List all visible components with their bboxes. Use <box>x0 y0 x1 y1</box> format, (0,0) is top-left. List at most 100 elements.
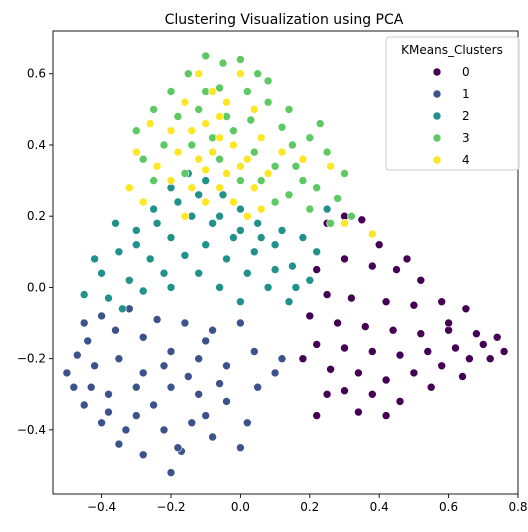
x-tick-label: 0.0 <box>231 500 250 514</box>
data-point-cluster-0 <box>340 386 349 396</box>
data-point-cluster-3 <box>284 105 294 114</box>
x-tick-label: 0.8 <box>508 500 527 514</box>
data-point-cluster-4 <box>215 112 224 121</box>
data-point-cluster-4 <box>229 140 238 150</box>
data-point-cluster-2 <box>312 247 322 257</box>
data-point-cluster-3 <box>312 183 322 192</box>
data-point-cluster-2 <box>201 240 210 249</box>
data-point-cluster-0 <box>451 343 460 353</box>
data-point-cluster-1 <box>159 361 169 371</box>
data-point-cluster-2 <box>305 275 315 285</box>
y-tick-label: 0.6 <box>27 67 46 81</box>
data-point-cluster-1 <box>111 325 120 335</box>
data-point-cluster-3 <box>173 112 183 121</box>
data-point-cluster-4 <box>256 133 266 143</box>
data-point-cluster-4 <box>138 197 148 207</box>
data-point-cluster-2 <box>118 304 127 314</box>
data-point-cluster-0 <box>478 340 488 349</box>
chart-title: Clustering Visualization using PCA <box>165 12 404 28</box>
data-point-cluster-3 <box>184 69 193 78</box>
data-point-cluster-1 <box>114 354 124 364</box>
data-point-cluster-4 <box>201 165 210 175</box>
data-point-cluster-3 <box>347 211 356 221</box>
data-point-cluster-3 <box>218 58 228 68</box>
data-point-cluster-4 <box>236 162 245 171</box>
data-point-cluster-2 <box>132 226 141 235</box>
legend-marker-2 <box>432 111 442 121</box>
x-tick-label: 0.4 <box>370 500 389 514</box>
data-point-cluster-0 <box>305 311 315 321</box>
data-point-cluster-2 <box>194 268 203 278</box>
data-point-cluster-3 <box>270 197 280 207</box>
data-point-cluster-4 <box>145 119 155 128</box>
data-point-cluster-4 <box>277 147 287 157</box>
data-point-cluster-2 <box>149 204 158 214</box>
data-point-cluster-1 <box>104 389 113 399</box>
data-point-cluster-0 <box>392 265 401 274</box>
data-point-cluster-4 <box>215 183 224 192</box>
data-point-cluster-3 <box>291 162 301 171</box>
data-point-cluster-1 <box>222 397 231 406</box>
data-point-cluster-2 <box>79 290 89 299</box>
data-point-cluster-1 <box>138 332 148 342</box>
data-point-cluster-1 <box>79 400 89 410</box>
data-point-cluster-1 <box>86 382 96 392</box>
data-point-cluster-3 <box>201 51 210 61</box>
data-point-cluster-4 <box>152 162 162 171</box>
y-tick-label: 0.0 <box>27 280 46 294</box>
data-point-cluster-0 <box>367 389 377 399</box>
data-point-cluster-1 <box>69 382 79 392</box>
data-point-cluster-3 <box>270 162 280 171</box>
data-point-cluster-4 <box>236 69 245 78</box>
data-point-cluster-3 <box>284 190 294 200</box>
data-point-cluster-0 <box>367 261 377 271</box>
data-point-cluster-2 <box>201 176 210 185</box>
data-point-cluster-2 <box>215 283 224 292</box>
data-point-cluster-2 <box>277 226 287 235</box>
x-tick-label: 0.6 <box>439 500 458 514</box>
data-point-cluster-1 <box>149 400 158 410</box>
data-point-cluster-3 <box>149 105 158 114</box>
data-point-cluster-1 <box>208 325 217 335</box>
data-point-cluster-3 <box>132 126 141 135</box>
data-point-cluster-3 <box>215 154 224 164</box>
data-point-cluster-0 <box>395 350 405 360</box>
data-point-cluster-1 <box>270 368 280 378</box>
legend-label-1: 1 <box>462 87 470 101</box>
data-point-cluster-2 <box>132 240 141 249</box>
data-point-cluster-2 <box>291 283 301 292</box>
data-point-cluster-1 <box>132 382 141 392</box>
data-point-cluster-3 <box>236 176 245 185</box>
data-point-cluster-0 <box>465 354 474 364</box>
data-point-cluster-3 <box>305 204 315 214</box>
data-point-cluster-1 <box>166 347 176 356</box>
data-point-cluster-2 <box>250 247 259 257</box>
legend-box <box>385 36 520 171</box>
data-point-cluster-3 <box>236 55 245 64</box>
data-point-cluster-0 <box>485 354 495 364</box>
legend-marker-0 <box>432 67 442 77</box>
data-point-cluster-1 <box>166 468 176 477</box>
data-point-cluster-3 <box>138 154 148 164</box>
data-point-cluster-1 <box>121 425 131 435</box>
data-point-cluster-0 <box>381 411 391 420</box>
data-point-cluster-1 <box>277 354 287 364</box>
data-point-cluster-3 <box>187 140 197 150</box>
data-point-cluster-2 <box>270 240 280 249</box>
data-point-cluster-3 <box>315 119 325 128</box>
data-point-cluster-2 <box>236 297 245 307</box>
data-point-cluster-4 <box>187 126 197 135</box>
data-point-cluster-2 <box>125 275 134 285</box>
data-point-cluster-2 <box>253 219 263 228</box>
data-point-cluster-4 <box>194 69 203 78</box>
legend-marker-3 <box>432 133 442 143</box>
data-point-cluster-0 <box>499 347 509 356</box>
data-point-cluster-1 <box>152 315 162 324</box>
data-point-cluster-1 <box>243 418 252 428</box>
data-point-cluster-3 <box>263 97 273 107</box>
data-point-cluster-0 <box>367 347 377 356</box>
data-point-cluster-0 <box>492 332 502 342</box>
x-tick-label: −0.2 <box>156 500 185 514</box>
data-point-cluster-0 <box>381 297 391 307</box>
data-point-cluster-2 <box>180 251 190 260</box>
